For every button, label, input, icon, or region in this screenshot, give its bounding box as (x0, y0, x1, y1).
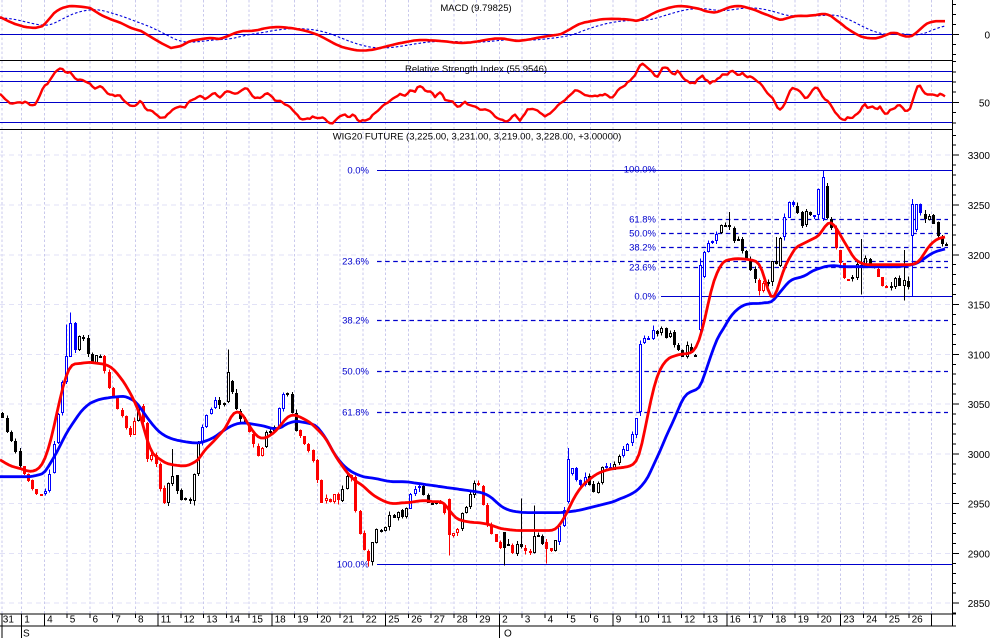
svg-text:31: 31 (3, 615, 15, 626)
svg-text:12: 12 (184, 615, 196, 626)
svg-text:50.0%: 50.0% (629, 229, 656, 240)
svg-text:4: 4 (47, 615, 53, 626)
svg-text:1: 1 (24, 615, 30, 626)
svg-text:0.0%: 0.0% (634, 292, 656, 303)
svg-text:25: 25 (388, 615, 400, 626)
svg-text:61.8%: 61.8% (629, 215, 656, 226)
svg-text:26: 26 (411, 615, 423, 626)
svg-text:2850: 2850 (968, 599, 991, 610)
svg-text:22: 22 (366, 615, 378, 626)
svg-text:20: 20 (320, 615, 332, 626)
svg-text:100.0%: 100.0% (337, 560, 370, 571)
svg-text:19: 19 (297, 615, 309, 626)
svg-text:0.0%: 0.0% (347, 166, 369, 177)
svg-text:2: 2 (502, 615, 508, 626)
svg-text:8: 8 (138, 615, 144, 626)
svg-text:WIG20 FUTURE (3,225.00, 3,231.: WIG20 FUTURE (3,225.00, 3,231.00, 3,219.… (333, 132, 622, 143)
svg-text:20: 20 (821, 615, 833, 626)
svg-text:3250: 3250 (968, 201, 991, 212)
svg-text:11: 11 (661, 615, 672, 626)
svg-text:2900: 2900 (968, 549, 991, 560)
svg-text:13: 13 (206, 615, 218, 626)
svg-text:12: 12 (684, 615, 696, 626)
svg-text:14: 14 (229, 615, 241, 626)
svg-text:7: 7 (115, 615, 121, 626)
svg-text:5: 5 (70, 615, 76, 626)
svg-text:15: 15 (252, 615, 264, 626)
svg-text:24: 24 (866, 615, 878, 626)
svg-text:11: 11 (161, 615, 172, 626)
svg-text:3: 3 (525, 615, 531, 626)
svg-text:13: 13 (707, 615, 719, 626)
svg-text:50: 50 (979, 99, 991, 110)
svg-text:19: 19 (798, 615, 810, 626)
svg-text:21: 21 (343, 615, 355, 626)
svg-text:3100: 3100 (968, 350, 991, 361)
svg-text:50.0%: 50.0% (342, 367, 369, 378)
svg-text:9: 9 (616, 615, 622, 626)
svg-text:23.6%: 23.6% (629, 263, 656, 274)
svg-text:3150: 3150 (968, 301, 991, 312)
svg-text:25: 25 (889, 615, 901, 626)
svg-text:4: 4 (548, 615, 554, 626)
svg-text:26: 26 (912, 615, 924, 626)
svg-text:3000: 3000 (968, 450, 991, 461)
svg-text:6: 6 (593, 615, 599, 626)
svg-text:0: 0 (984, 31, 990, 42)
svg-text:2950: 2950 (968, 500, 991, 511)
svg-text:3200: 3200 (968, 251, 991, 262)
svg-text:23: 23 (843, 615, 855, 626)
svg-text:29: 29 (479, 615, 491, 626)
svg-text:S: S (23, 629, 30, 639)
svg-text:38.2%: 38.2% (629, 243, 656, 254)
svg-text:O: O (504, 629, 512, 639)
svg-text:3050: 3050 (968, 400, 991, 411)
svg-text:18: 18 (275, 615, 287, 626)
svg-text:MACD (9.79825): MACD (9.79825) (440, 3, 511, 14)
svg-text:27: 27 (434, 615, 446, 626)
svg-text:3300: 3300 (968, 151, 991, 162)
svg-text:17: 17 (752, 615, 764, 626)
svg-text:100.0%: 100.0% (624, 165, 657, 176)
svg-text:38.2%: 38.2% (342, 316, 369, 327)
svg-text:18: 18 (775, 615, 787, 626)
svg-text:16: 16 (730, 615, 742, 626)
svg-text:Relative Strength Index (55.95: Relative Strength Index (55.9546) (405, 64, 547, 75)
svg-text:6: 6 (93, 615, 99, 626)
svg-text:28: 28 (457, 615, 469, 626)
svg-text:5: 5 (570, 615, 576, 626)
svg-text:10: 10 (639, 615, 651, 626)
svg-text:61.8%: 61.8% (342, 408, 369, 419)
svg-text:23.6%: 23.6% (342, 257, 369, 268)
